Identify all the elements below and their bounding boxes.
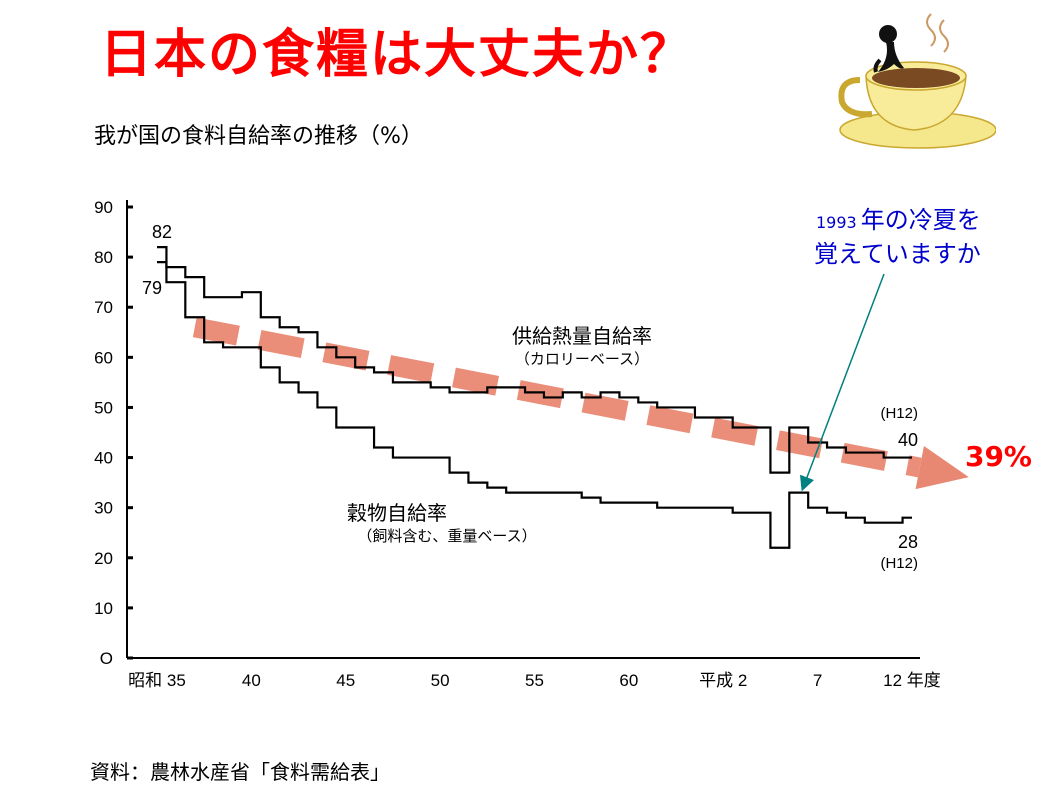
grain-series-sublabel: （飼料含む、重量ベース）: [357, 527, 536, 545]
x-tick-label: 45: [336, 671, 355, 690]
y-tick-label: 70: [94, 298, 113, 317]
y-tick-label: 90: [94, 198, 113, 217]
calorie-series-label: 供給熱量自給率: [512, 324, 652, 348]
y-tick-label: 20: [94, 549, 113, 568]
calorie-series-sublabel: （カロリーベース）: [515, 350, 649, 368]
y-tick-label: 10: [94, 599, 113, 618]
grain-series-line: [157, 245, 912, 549]
x-tick-label: 40: [242, 671, 261, 690]
chart-labels: 供給熱量自給率 （カロリーベース） 穀物自給率 （飼料含む、重量ベース） 82 79 (H1…: [142, 206, 981, 572]
data-source-note: 資料：農林水産省「食料需給表」: [90, 760, 390, 784]
callout-arrow: [799, 273, 885, 492]
callout-line-1: 1993 年の冷夏を: [816, 206, 981, 234]
chart-subtitle: 我が国の食料自給率の推移（%）: [94, 124, 423, 149]
callout-year: 1993: [816, 213, 857, 232]
chart-axes: 90 80 70 60 50 40 30 20 10 O 昭和 35 40 45 50 55 60 平成 2 7 1…: [94, 198, 941, 690]
y-tick-label: 80: [94, 248, 113, 267]
slide-title: 日本の食糧は大丈夫か？: [100, 25, 695, 85]
callout-line-2: 覚えていますか: [814, 240, 981, 268]
y-tick-label: 50: [94, 398, 113, 417]
data-label: 82: [152, 222, 172, 242]
data-label: 40: [898, 430, 918, 450]
x-tick-label: 55: [525, 671, 544, 690]
data-label: (H12): [880, 405, 918, 422]
data-label: 79: [142, 278, 162, 298]
x-tick-label: 60: [619, 671, 638, 690]
y-tick-label: 60: [94, 348, 113, 367]
x-tick-label: 7: [813, 671, 822, 690]
trend-value-label: 39%: [965, 440, 1032, 473]
x-tick-label: 昭和 35: [128, 671, 186, 690]
data-label: 28: [898, 532, 918, 552]
y-tick-label: O: [100, 649, 113, 668]
y-tick-label: 30: [94, 499, 113, 518]
grain-series-label: 穀物自給率: [347, 501, 447, 525]
coffee-cup-icon: [838, 13, 996, 149]
series-lines: [157, 245, 912, 549]
x-tick-label: 平成 2: [699, 671, 747, 690]
calorie-series-line: [157, 261, 912, 474]
x-tick-label: 50: [431, 671, 450, 690]
callout-text-1: 年の冷夏を: [861, 206, 981, 234]
y-tick-label: 40: [94, 449, 113, 468]
x-tick-label: 12 年度: [883, 671, 941, 690]
trend-arrow-head: [915, 445, 969, 490]
data-label: (H12): [880, 555, 918, 572]
